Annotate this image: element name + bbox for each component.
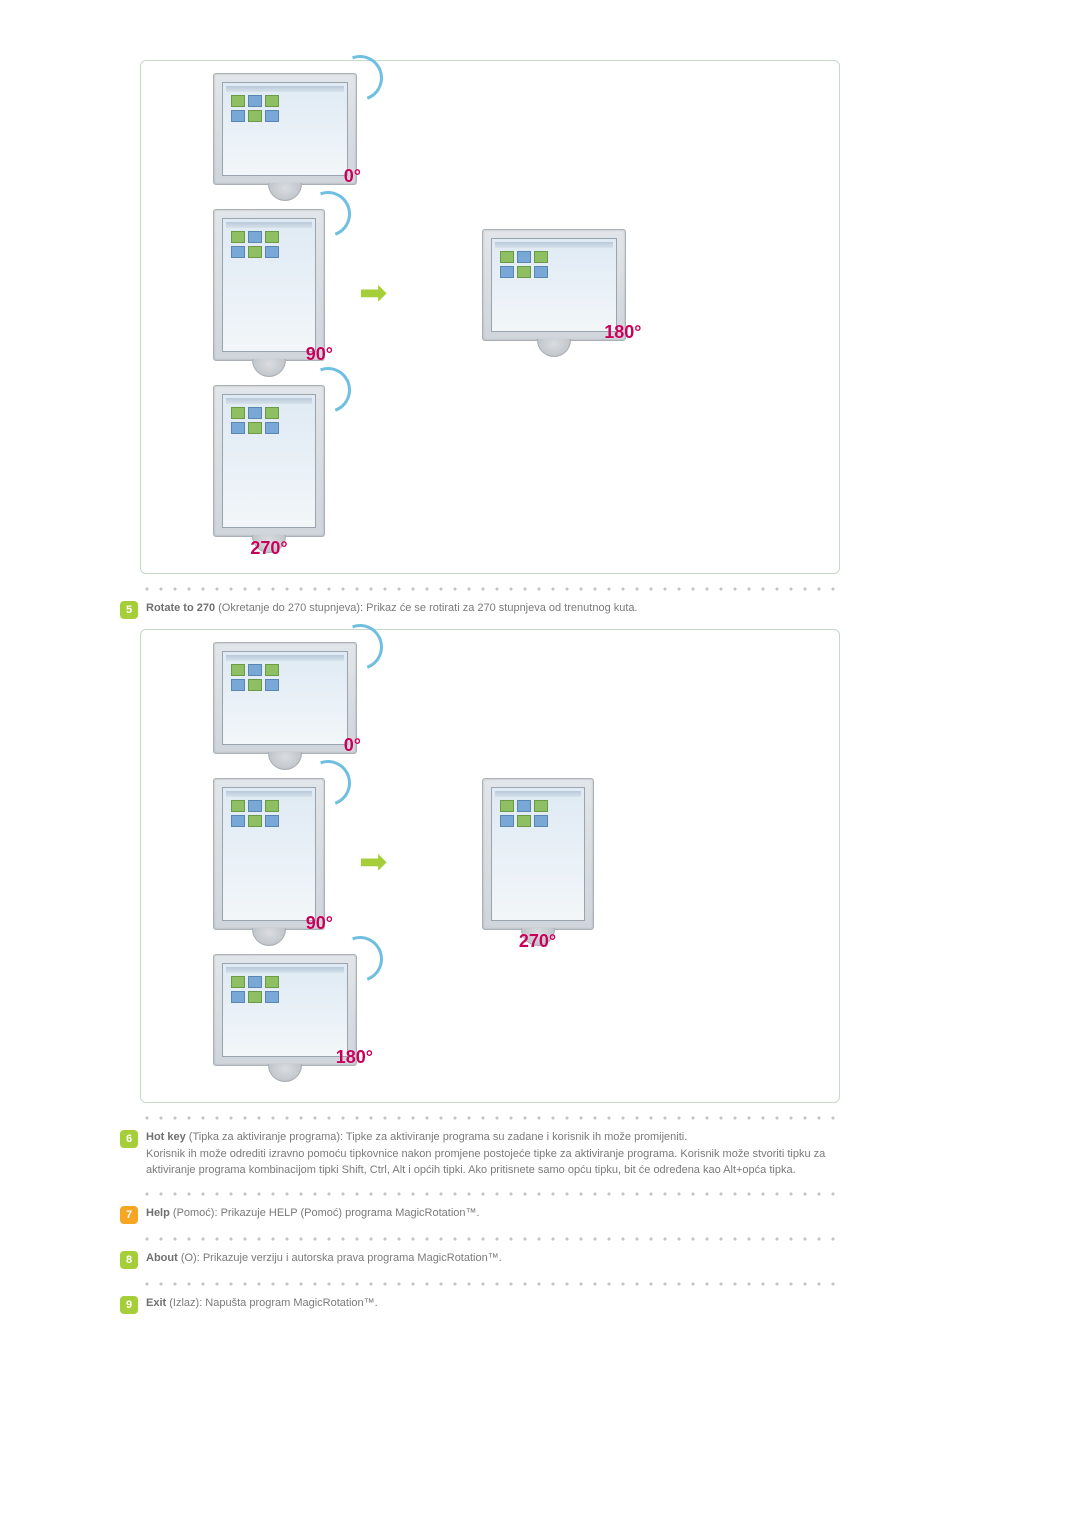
monitor-270deg-result: 270° [482,778,594,946]
separator-dots [140,1115,840,1121]
arrow-right-icon: ➡ [359,842,388,882]
label-180deg: 180° [336,1047,373,1068]
item-text: Help (Pomoć): Prikazuje HELP (Pomoć) pro… [146,1205,480,1222]
monitor-90deg: 90° [213,778,325,946]
list-item: 6 Hot key (Tipka za aktiviranje programa… [120,1129,840,1179]
monitor-90deg: 90° [213,209,325,377]
item-text: About (O): Prikazuje verziju i autorska … [146,1250,502,1267]
item-bold: Rotate to 270 [146,602,215,614]
monitor-0deg: 0° [213,73,357,201]
list-item: 7 Help (Pomoć): Prikazuje HELP (Pomoć) p… [120,1205,840,1224]
monitor-270deg: 270° [213,385,325,553]
list-item: 9 Exit (Izlaz): Napušta program MagicRot… [120,1295,840,1314]
item-rest: (Okretanje do 270 stupnjeva): Prikaz će … [215,602,638,614]
item-rest: (Pomoć): Prikazuje HELP (Pomoć) programa… [170,1207,480,1219]
item-text: Exit (Izlaz): Napušta program MagicRotat… [146,1295,378,1312]
label-90deg: 90° [306,344,333,365]
item-rest: (Tipka za aktiviranje programa): Tipke z… [186,1131,688,1143]
monitor-180deg: 180° [213,954,357,1082]
monitor-180deg: 180° [482,229,626,357]
label-270deg: 270° [250,538,287,559]
item-number-badge: 6 [120,1130,138,1148]
item-bold: Exit [146,1297,166,1309]
item-bold: About [146,1252,178,1264]
figure-rotate-270: 0° 90° ➡ 270° 180° [140,629,840,1103]
label-0deg: 0° [344,735,361,756]
label-0deg: 0° [344,166,361,187]
list-item: 8 About (O): Prikazuje verziju i autorsk… [120,1250,840,1269]
label-180deg: 180° [604,322,641,343]
monitor-0deg: 0° [213,642,357,770]
item-bold: Hot key [146,1131,186,1143]
label-90deg: 90° [306,913,333,934]
item-number-badge: 7 [120,1206,138,1224]
separator-dots [140,1281,840,1287]
list-item: 5 Rotate to 270 (Okretanje do 270 stupnj… [120,600,840,619]
item-rest: (Izlaz): Napušta program MagicRotation™. [166,1297,378,1309]
separator-dots [140,586,840,592]
item-bold: Help [146,1207,170,1219]
item-number-badge: 5 [120,601,138,619]
separator-dots [140,1191,840,1197]
item-number-badge: 9 [120,1296,138,1314]
figure-rotate-180: 0° 90° ➡ 180° 270° [140,60,840,574]
item-extra: Korisnik ih može odrediti izravno pomoću… [146,1148,825,1177]
item-number-badge: 8 [120,1251,138,1269]
separator-dots [140,1236,840,1242]
item-text: Rotate to 270 (Okretanje do 270 stupnjev… [146,600,638,617]
item-rest: (O): Prikazuje verziju i autorska prava … [178,1252,502,1264]
arrow-right-icon: ➡ [359,273,388,313]
item-text: Hot key (Tipka za aktiviranje programa):… [146,1129,840,1179]
label-270deg: 270° [519,931,556,952]
